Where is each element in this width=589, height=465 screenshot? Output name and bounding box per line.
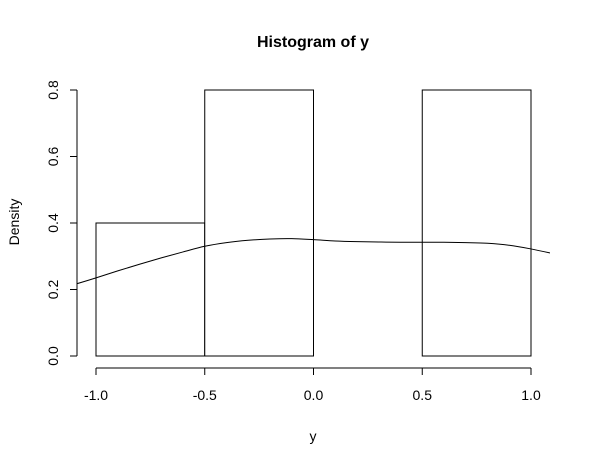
y-axis: 0.0 0.2 0.4 0.6 0.8 (45, 80, 78, 366)
x-tick-label-0: -1.0 (84, 387, 108, 403)
x-tick-label-4: 1.0 (521, 387, 541, 403)
histogram-bar-3 (421, 89, 532, 357)
y-tick-label-2: 0.4 (45, 213, 61, 233)
density-curve (77, 238, 550, 285)
y-tick-label-1: 0.2 (45, 280, 61, 300)
density-curve-group (77, 238, 550, 285)
histogram-bar-0 (95, 222, 206, 357)
y-tick-label-0: 0.0 (45, 346, 61, 366)
x-tick-label-1: -0.5 (193, 387, 217, 403)
chart-title: Histogram of y (257, 34, 369, 51)
x-axis: -1.0 -0.5 0.0 0.5 1.0 (84, 367, 541, 403)
x-tick-label-3: 0.5 (413, 387, 433, 403)
y-tick-label-4: 0.8 (45, 80, 61, 100)
x-axis-label: y (310, 428, 317, 444)
y-tick-label-3: 0.6 (45, 147, 61, 167)
x-tick-label-2: 0.0 (304, 387, 324, 403)
y-axis-label: Density (6, 199, 22, 246)
histogram-bar-1 (204, 89, 314, 357)
histogram-bars (95, 89, 532, 357)
